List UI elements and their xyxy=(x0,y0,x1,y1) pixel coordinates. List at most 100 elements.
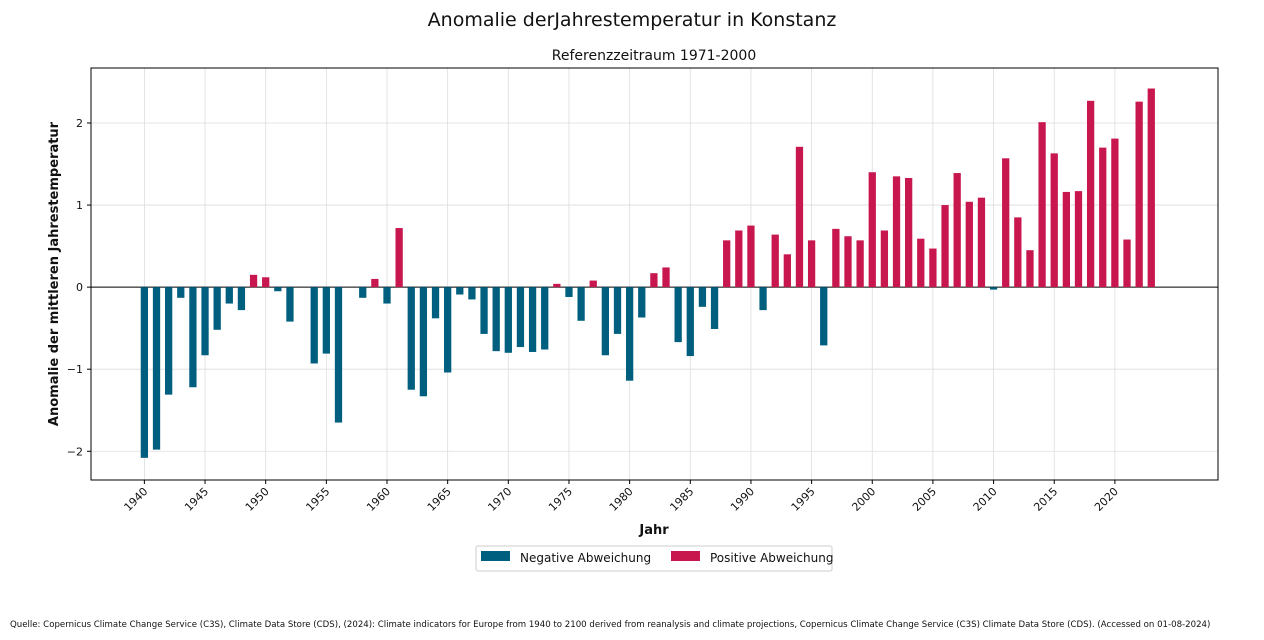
bar-1996 xyxy=(820,287,828,346)
bar-1989 xyxy=(735,230,743,288)
bar-1995 xyxy=(807,240,816,288)
bar-1982 xyxy=(650,273,658,288)
bar-1954 xyxy=(310,287,318,364)
bar-1946 xyxy=(213,287,221,330)
y-tick-label: 1 xyxy=(76,199,83,212)
bar-1998 xyxy=(844,236,852,288)
bar-1956 xyxy=(334,287,343,423)
bar-1945 xyxy=(201,287,209,356)
bar-2010 xyxy=(989,287,998,290)
bar-1950 xyxy=(262,277,270,288)
bar-1973 xyxy=(541,287,549,350)
bar-2004 xyxy=(917,238,925,288)
chart-title: Anomalie derJahrestemperatur in Konstanz xyxy=(428,9,837,31)
bar-1940 xyxy=(140,287,149,458)
bar-2020 xyxy=(1111,138,1119,288)
bar-1984 xyxy=(674,287,682,343)
bar-1999 xyxy=(856,240,864,288)
bar-1993 xyxy=(783,254,791,288)
bar-2015 xyxy=(1050,153,1058,288)
bar-2008 xyxy=(965,201,973,288)
bar-1944 xyxy=(189,287,197,388)
bar-2007 xyxy=(953,173,961,288)
bar-1972 xyxy=(528,287,537,352)
bar-1971 xyxy=(516,287,525,348)
bar-1974 xyxy=(553,283,561,288)
bar-1965 xyxy=(444,287,452,373)
bar-1976 xyxy=(577,287,585,321)
bar-1988 xyxy=(723,240,731,288)
legend-frame xyxy=(475,545,833,572)
bar-1994 xyxy=(795,146,804,288)
bar-1986 xyxy=(698,287,707,307)
bar-2022 xyxy=(1135,101,1143,288)
bar-1967 xyxy=(468,287,476,300)
bar-1985 xyxy=(686,287,694,357)
bar-2006 xyxy=(941,205,949,288)
legend: Negative Abweichung Positive Abweichung xyxy=(475,545,833,572)
bar-1975 xyxy=(565,287,573,297)
bar-1955 xyxy=(322,287,330,354)
bar-1962 xyxy=(407,287,415,390)
bar-1951 xyxy=(274,287,282,292)
bar-1983 xyxy=(662,267,670,288)
legend-swatch-negative xyxy=(481,551,510,561)
bar-2002 xyxy=(892,176,901,288)
source-note: Quelle: Copernicus Climate Change Servic… xyxy=(10,620,1210,630)
y-tick-label: 0 xyxy=(76,281,83,294)
y-axis-label: Anomalie der mittleren Jahrestemperatur xyxy=(47,121,62,426)
bar-1958 xyxy=(359,287,367,298)
bar-1952 xyxy=(286,287,294,322)
bar-1960 xyxy=(383,287,391,304)
y-tick-label: 2 xyxy=(76,117,83,130)
bar-1961 xyxy=(395,228,403,288)
bar-1997 xyxy=(832,228,840,288)
bar-1968 xyxy=(480,287,488,334)
bar-2000 xyxy=(868,172,876,288)
bar-2023 xyxy=(1147,88,1155,288)
x-axis-label: Jahr xyxy=(638,523,669,538)
bar-1941 xyxy=(152,287,161,450)
bar-1979 xyxy=(613,287,622,334)
bar-1992 xyxy=(771,234,779,288)
bar-1949 xyxy=(249,274,258,288)
bar-2001 xyxy=(880,230,889,288)
chart-subtitle: Referenzzeitraum 1971-2000 xyxy=(552,48,756,64)
legend-label-negative: Negative Abweichung xyxy=(520,551,651,565)
bar-1948 xyxy=(237,287,246,311)
bar-2021 xyxy=(1123,239,1131,288)
bar-1963 xyxy=(419,287,428,397)
bar-1966 xyxy=(456,287,464,295)
bar-2016 xyxy=(1062,191,1070,288)
bar-1987 xyxy=(710,287,719,329)
bar-2012 xyxy=(1014,217,1022,288)
bar-2005 xyxy=(929,248,937,288)
bar-2017 xyxy=(1074,191,1083,288)
bar-1964 xyxy=(431,287,440,319)
legend-swatch-positive xyxy=(671,551,700,561)
bar-2018 xyxy=(1086,100,1095,288)
bars xyxy=(140,88,1155,458)
y-tick-label: −2 xyxy=(67,445,83,458)
bar-1981 xyxy=(638,287,646,318)
bar-1970 xyxy=(504,287,512,353)
bar-1991 xyxy=(759,287,767,311)
bar-1980 xyxy=(625,287,634,381)
bar-1969 xyxy=(492,287,500,352)
plot-frame xyxy=(90,67,1219,481)
bar-2009 xyxy=(977,197,986,288)
bar-1990 xyxy=(747,225,755,288)
bar-2014 xyxy=(1038,122,1046,288)
bar-2011 xyxy=(1002,158,1010,288)
bar-1943 xyxy=(177,287,185,298)
bar-2003 xyxy=(905,177,913,288)
bar-2019 xyxy=(1099,147,1107,288)
y-tick-label: −1 xyxy=(67,363,83,376)
bar-1978 xyxy=(601,287,610,356)
bar-1947 xyxy=(225,287,233,304)
bar-1942 xyxy=(165,287,173,395)
bar-1977 xyxy=(589,280,597,288)
bar-1959 xyxy=(371,278,379,288)
bar-2013 xyxy=(1026,250,1034,288)
